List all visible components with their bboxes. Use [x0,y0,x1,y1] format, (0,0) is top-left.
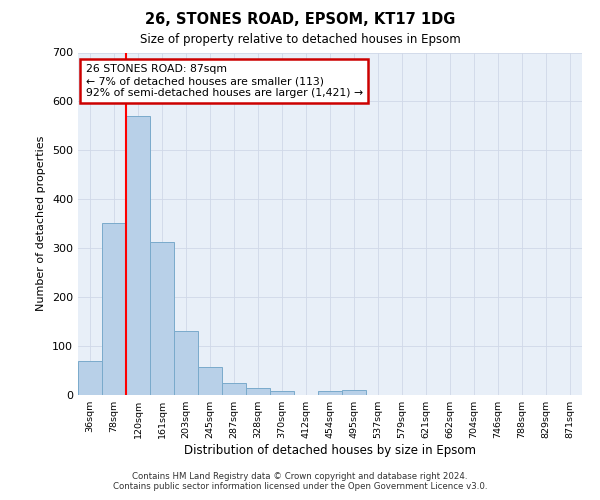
Bar [126,116,150,395]
Text: 26, STONES ROAD, EPSOM, KT17 1DG: 26, STONES ROAD, EPSOM, KT17 1DG [145,12,455,28]
Bar [78,361,102,395]
Text: Contains HM Land Registry data © Crown copyright and database right 2024.
Contai: Contains HM Land Registry data © Crown c… [113,472,487,491]
Bar [174,332,198,395]
Text: Size of property relative to detached houses in Epsom: Size of property relative to detached ho… [140,32,460,46]
Bar [318,391,342,395]
Bar [150,242,174,395]
Bar [270,391,294,395]
Bar [246,388,270,395]
Bar [342,390,366,395]
Bar [222,383,246,395]
X-axis label: Distribution of detached houses by size in Epsom: Distribution of detached houses by size … [184,444,476,457]
Text: 26 STONES ROAD: 87sqm
← 7% of detached houses are smaller (113)
92% of semi-deta: 26 STONES ROAD: 87sqm ← 7% of detached h… [86,64,362,98]
Y-axis label: Number of detached properties: Number of detached properties [37,136,46,312]
Bar [198,367,222,395]
Bar [102,223,126,395]
